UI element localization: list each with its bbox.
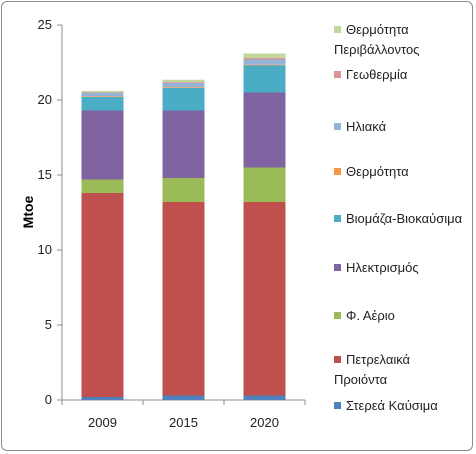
legend-label: Γεωθερμία	[346, 67, 408, 82]
bar-segment	[81, 92, 124, 93]
bar-segment	[81, 193, 124, 397]
x-tick-label: 2015	[169, 415, 198, 430]
bar-segment	[81, 91, 124, 93]
legend-label: Ηλεκτρισμός	[346, 260, 419, 275]
y-tick-label: 0	[45, 392, 52, 407]
bar-segment	[243, 65, 286, 93]
bar-segment	[162, 87, 205, 88]
legend-label: Ηλιακά	[346, 119, 387, 134]
bar-segment	[243, 202, 286, 396]
bar-segment	[162, 82, 205, 83]
y-tick-label: 25	[38, 17, 52, 32]
bar-segment	[81, 179, 124, 193]
bar-segment	[162, 82, 205, 88]
y-axis-label: Mtoe	[20, 195, 36, 228]
legend-swatch	[334, 26, 341, 33]
bar-segment	[162, 395, 205, 400]
x-tick-label: 2020	[250, 415, 279, 430]
bar-segment	[81, 397, 124, 400]
bar-segment	[243, 395, 286, 400]
legend-label: Στερεά Καύσιμα	[346, 398, 438, 413]
bar-segment	[162, 88, 205, 111]
bar-segment	[243, 92, 286, 168]
bar-segment	[81, 96, 124, 97]
y-tick-label: 15	[38, 167, 52, 182]
bar-segment	[162, 79, 205, 82]
legend-swatch	[334, 123, 341, 130]
bar-segment	[81, 97, 124, 111]
legend-swatch	[334, 264, 341, 271]
bar-segment	[81, 92, 124, 97]
bar-segment	[162, 202, 205, 396]
legend-swatch	[334, 312, 341, 319]
bar-segment	[243, 64, 286, 66]
x-tick-label: 2009	[88, 415, 117, 430]
bar-segment	[162, 110, 205, 178]
bars	[81, 53, 286, 400]
legend-label: Πετρελαικά Προιόντα	[334, 352, 411, 387]
legend-swatch	[334, 71, 341, 78]
legend-label: Θερμότητα	[346, 164, 409, 179]
legend-label: Φ. Αέριο	[346, 308, 395, 323]
legend-label: Θερμότητα Περιβάλλοντος	[334, 22, 419, 57]
y-tick-label: 5	[45, 317, 52, 332]
legend-swatch	[334, 168, 341, 175]
legend: Θερμότητα Περιβάλλοντος Γεωθερμία Ηλιακά Θερ…	[334, 22, 463, 413]
bar-segment	[243, 167, 286, 202]
legend-swatch	[334, 356, 341, 363]
bar-segment	[81, 110, 124, 180]
y-ticks: 0 5 10 15 20 25	[38, 17, 62, 407]
y-tick-label: 10	[38, 242, 52, 257]
legend-swatch	[334, 402, 341, 409]
legend-swatch	[334, 215, 341, 222]
x-ticks: 2009 2015 2020	[61, 400, 306, 430]
legend-label: Βιομάζα-Βιοκαύσιμα	[346, 211, 463, 226]
y-tick-label: 20	[38, 92, 52, 107]
bar-segment	[162, 178, 205, 202]
bar-segment	[243, 59, 286, 65]
bar-segment	[243, 58, 286, 60]
bar-segment	[243, 53, 286, 58]
